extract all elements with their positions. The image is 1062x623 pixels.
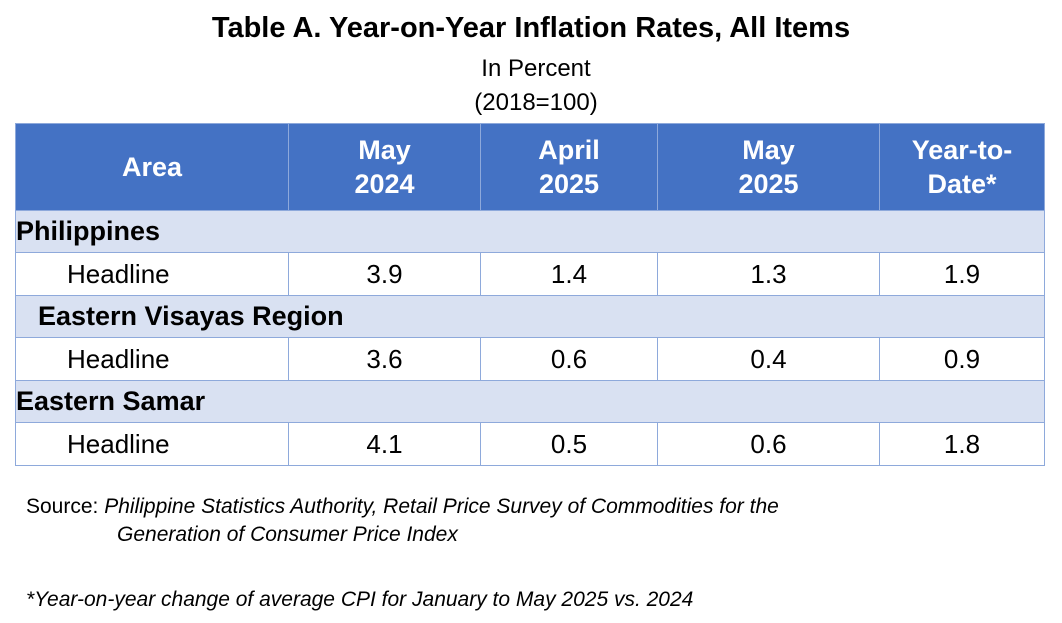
value-cell: 3.9 [288, 252, 481, 296]
section-label: Eastern Samar [15, 380, 1045, 423]
header-may-2024-line1: May [358, 135, 411, 165]
value-cell: 0.5 [480, 422, 658, 466]
subtitle-base-year: (2018=100) [474, 89, 598, 116]
source-text-line2: Generation of Consumer Price Index [117, 523, 458, 546]
value-cell: 1.4 [480, 252, 658, 296]
table-row: Headline 3.6 0.6 0.4 0.9 [15, 337, 1045, 381]
header-may-2025-line1: May [742, 135, 795, 165]
source-note: Source: Philippine Statistics Authority,… [26, 493, 779, 521]
row-label: Headline [15, 422, 289, 466]
table-row: Headline 4.1 0.5 0.6 1.8 [15, 422, 1045, 466]
subtitle-unit: In Percent [481, 55, 591, 82]
header-may-2025: May 2025 [657, 123, 880, 211]
header-april-2025: April 2025 [480, 123, 658, 211]
header-april-2025-line2: 2025 [538, 169, 600, 199]
section-label: Philippines [15, 210, 1045, 253]
header-may-2025-line2: 2025 [738, 169, 799, 199]
table-row: Headline 3.9 1.4 1.3 1.9 [15, 252, 1045, 296]
value-cell: 3.6 [288, 337, 481, 381]
source-label: Source: [26, 495, 105, 518]
section-row-eastern-samar: Eastern Samar [15, 380, 1045, 423]
header-year-to-date: Year-to- Date* [879, 123, 1045, 211]
table-title: Table A. Year-on-Year Inflation Rates, A… [211, 12, 851, 44]
value-cell: 1.8 [879, 422, 1045, 466]
value-cell: 0.6 [480, 337, 658, 381]
header-may-2024: May 2024 [288, 123, 481, 211]
section-row-philippines: Philippines [15, 210, 1045, 253]
section-label: Eastern Visayas Region [15, 295, 1045, 338]
value-cell: 1.9 [879, 252, 1045, 296]
row-label: Headline [15, 252, 289, 296]
value-cell: 1.3 [657, 252, 880, 296]
value-cell: 4.1 [288, 422, 481, 466]
section-row-eastern-visayas: Eastern Visayas Region [15, 295, 1045, 338]
header-year-to-date-line2: Date* [927, 169, 997, 199]
header-year-to-date-line1: Year-to- [911, 135, 1013, 165]
value-cell: 0.6 [657, 422, 880, 466]
source-text-line1: Philippine Statistics Authority, Retail … [104, 495, 779, 518]
row-label: Headline [15, 337, 289, 381]
header-may-2024-line2: 2024 [354, 169, 415, 199]
value-cell: 0.4 [657, 337, 880, 381]
footnote: *Year-on-year change of average CPI for … [26, 588, 694, 611]
value-cell: 0.9 [879, 337, 1045, 381]
header-area: Area [15, 123, 289, 211]
inflation-table: Area May 2024 April 2025 May 2025 Year-t… [15, 123, 1045, 466]
header-april-2025-line1: April [538, 135, 600, 165]
header-row: Area May 2024 April 2025 May 2025 Year-t… [15, 123, 1045, 211]
